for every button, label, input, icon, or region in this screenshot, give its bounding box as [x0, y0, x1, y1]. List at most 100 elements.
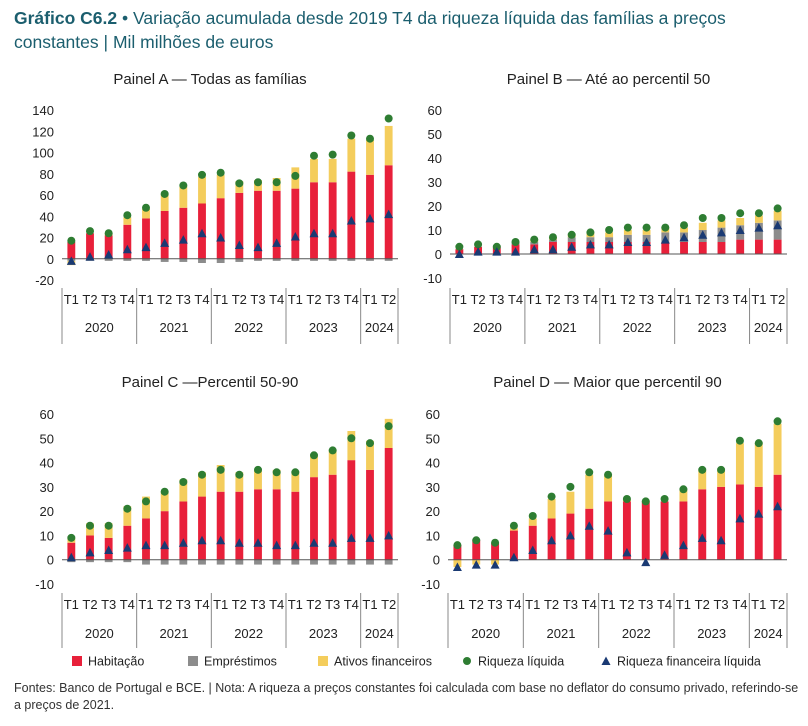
bar-loans [366, 559, 374, 565]
bar-housing [198, 496, 206, 560]
marker-financial-net-wealth [492, 247, 502, 256]
year-label: 2023 [698, 320, 727, 335]
bar-housing [310, 182, 318, 259]
marker-financial-net-wealth [773, 501, 783, 511]
y-tick-label: 10 [426, 528, 440, 543]
x-tick-label: T2 [381, 292, 396, 307]
bar-loans [123, 258, 132, 261]
marker-net-wealth [235, 179, 244, 188]
legend-swatch-loans [188, 656, 198, 666]
bar-financial [623, 230, 632, 235]
marker-net-wealth [492, 242, 501, 251]
year-label: 2022 [622, 626, 651, 641]
bar-housing [453, 545, 462, 560]
marker-net-wealth [142, 497, 150, 506]
marker-financial-net-wealth [585, 239, 595, 249]
y-tick-label: -10 [35, 577, 54, 592]
bar-loans [272, 559, 281, 565]
bar-financial [528, 518, 537, 526]
panel-title: Painel C —Percentil 50-90 [122, 374, 299, 391]
bar-financial [216, 174, 225, 199]
marker-net-wealth [384, 422, 393, 431]
y-tick-label: 0 [47, 252, 54, 267]
marker-financial-net-wealth [642, 237, 652, 246]
marker-financial-net-wealth [66, 256, 76, 265]
x-tick-label: T4 [194, 597, 209, 612]
x-tick-label: T2 [545, 292, 560, 307]
marker-net-wealth [366, 439, 374, 448]
x-tick-label: T1 [450, 597, 465, 612]
year-label: 2023 [309, 626, 338, 641]
x-tick-label: T3 [325, 292, 340, 307]
bar-housing [67, 241, 76, 259]
bar-loans [142, 258, 150, 261]
x-tick-label: T1 [288, 597, 303, 612]
bar-loans [272, 258, 281, 261]
x-tick-label: T1 [138, 597, 153, 612]
bar-housing [291, 491, 300, 560]
x-tick-label: T1 [362, 597, 377, 612]
x-tick-label: T2 [157, 597, 172, 612]
bar-loans [291, 258, 300, 261]
marker-net-wealth [328, 446, 337, 455]
bar-housing [622, 501, 631, 560]
bar-housing [104, 235, 113, 259]
bar-housing [86, 233, 94, 259]
x-tick-label: T1 [452, 292, 467, 307]
marker-net-wealth [123, 211, 132, 220]
marker-net-wealth [474, 240, 483, 249]
marker-net-wealth [235, 470, 244, 479]
x-tick-label: T1 [288, 292, 303, 307]
x-tick-label: T1 [751, 292, 766, 307]
y-tick-label: 120 [32, 124, 54, 139]
marker-net-wealth [605, 226, 614, 234]
year-label: 2023 [309, 320, 338, 335]
marker-net-wealth [567, 230, 576, 239]
y-tick-label: 20 [40, 231, 54, 246]
marker-net-wealth [530, 235, 539, 244]
marker-net-wealth [698, 214, 707, 222]
marker-financial-net-wealth [754, 509, 764, 518]
marker-financial-net-wealth [272, 238, 282, 247]
x-tick-label: T2 [469, 597, 484, 612]
x-tick-label: T2 [381, 597, 396, 612]
marker-financial-net-wealth [678, 540, 688, 550]
panel-title: Painel D — Maior que percentil 90 [493, 374, 721, 391]
x-tick-label: T2 [695, 597, 710, 612]
marker-net-wealth [254, 178, 262, 187]
marker-financial-net-wealth [141, 540, 151, 550]
y-tick-label: 40 [40, 209, 54, 224]
marker-net-wealth [272, 178, 281, 187]
marker-financial-net-wealth [253, 538, 263, 547]
marker-financial-net-wealth [452, 562, 462, 571]
panel-title: Painel B — Até ao percentil 50 [507, 71, 710, 88]
marker-net-wealth [104, 229, 113, 238]
y-tick-label: 0 [47, 553, 54, 568]
x-tick-label: T1 [676, 292, 691, 307]
marker-net-wealth [67, 236, 76, 245]
marker-financial-net-wealth [603, 526, 613, 535]
x-tick-label: T4 [344, 292, 359, 307]
y-tick-label: 20 [40, 504, 54, 519]
bar-housing [142, 518, 150, 560]
bar-housing [235, 192, 244, 259]
bar-housing [509, 530, 518, 560]
marker-financial-net-wealth [290, 231, 300, 241]
marker-financial-net-wealth [548, 244, 558, 254]
y-tick-label: 50 [428, 127, 442, 142]
x-tick-label: T2 [232, 597, 247, 612]
x-tick-label: T2 [82, 292, 97, 307]
x-tick-label: T3 [176, 597, 191, 612]
x-tick-label: T2 [306, 597, 321, 612]
bar-loans [328, 258, 337, 261]
x-tick-label: T3 [714, 292, 729, 307]
x-tick-label: T2 [306, 292, 321, 307]
x-tick-label: T4 [733, 292, 748, 307]
bar-loans [347, 258, 356, 261]
marker-net-wealth [773, 204, 782, 213]
marker-net-wealth [216, 465, 225, 474]
marker-net-wealth [160, 189, 169, 198]
year-label: 2022 [623, 320, 652, 335]
year-label: 2022 [234, 320, 263, 335]
marker-net-wealth [623, 223, 632, 232]
